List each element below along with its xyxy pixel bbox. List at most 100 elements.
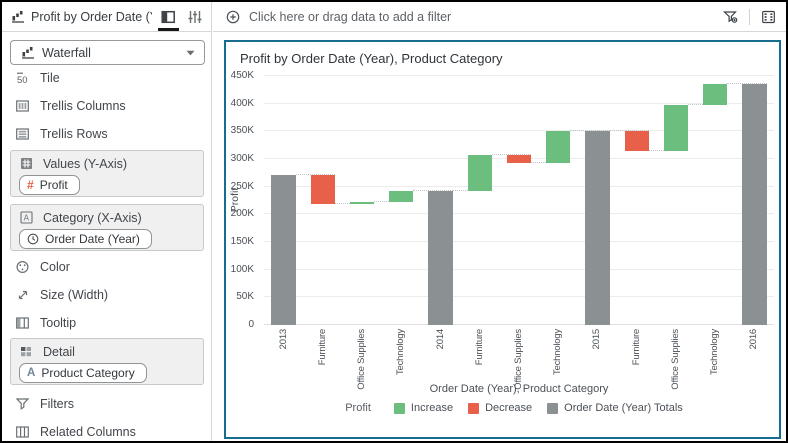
gridline	[264, 241, 774, 242]
add-filter-icon[interactable]	[225, 9, 240, 24]
waterfall-connector	[609, 130, 649, 132]
dropzone-label: Values (Y-Axis)	[43, 156, 128, 171]
waterfall-bar-increase[interactable]	[702, 83, 728, 106]
dropzone-label: Category (X-Axis)	[43, 210, 142, 225]
pill-profit[interactable]: # Profit	[19, 175, 80, 195]
plot-area	[264, 75, 774, 325]
x-axis-title: Order Date (Year), Product Category	[429, 383, 609, 395]
waterfall-bar-total[interactable]	[585, 131, 610, 325]
trellis-rows-icon	[15, 127, 30, 142]
y-tick-label: 300K	[230, 153, 254, 165]
gridline	[264, 102, 774, 104]
y-tick-label: 400K	[230, 97, 254, 109]
dataset-grid-icon[interactable]	[761, 9, 776, 24]
sidebar-item-trellis-columns[interactable]: Trellis Columns	[15, 97, 203, 115]
pill-label: Order Date (Year)	[45, 232, 140, 246]
legend-swatch-total	[547, 402, 559, 414]
pill-order-date-year[interactable]: Order Date (Year)	[19, 229, 152, 249]
legend-item[interactable]: Increase	[393, 402, 453, 414]
legend-item[interactable]: Decrease	[468, 402, 532, 414]
toolbar-divider	[749, 8, 750, 25]
waterfall-bar-total[interactable]	[428, 190, 453, 325]
chevron-down-icon	[186, 50, 195, 55]
measure-icon: #	[27, 178, 34, 192]
attribute-icon: A	[27, 367, 36, 379]
dropzone-values-y-axis[interactable]: Values (Y-Axis) # Profit	[10, 150, 204, 197]
waterfall-bar-decrease[interactable]	[506, 155, 532, 163]
tab-grammar[interactable]	[158, 2, 179, 31]
sidebar-item-size-width[interactable]: Size (Width)	[15, 286, 203, 304]
waterfall-bar-increase[interactable]	[349, 202, 375, 205]
x-tick-label: Technology	[552, 329, 564, 376]
x-tick-label: Office Supplies	[356, 329, 368, 390]
size-width-icon	[15, 288, 30, 303]
y-tick-label: 350K	[230, 125, 254, 137]
sidebar-item-tooltip[interactable]: Tooltip	[15, 314, 203, 332]
viz-title: Profit by Order Date (Year), Pr...	[31, 9, 152, 24]
color-palette-icon	[15, 260, 30, 275]
waterfall-bar-decrease[interactable]	[624, 131, 649, 151]
tile-icon: 50	[15, 71, 30, 86]
waterfall-bar-increase[interactable]	[467, 155, 492, 191]
x-tick-label: 2014	[434, 329, 446, 350]
waterfall-bar-total[interactable]	[271, 175, 296, 325]
sidebar-item-label: Trellis Columns	[40, 99, 126, 113]
gridline	[264, 185, 774, 187]
y-tick-label: 0	[248, 319, 254, 330]
chart-legend: Profit Increase Decrease Order Date (Year)…	[254, 402, 774, 414]
filter-bar[interactable]: Click here or drag data to add a filter	[213, 2, 786, 32]
grammar-panel-icon	[161, 10, 175, 23]
waterfall-bar-increase[interactable]	[546, 131, 571, 163]
waterfall-connector	[491, 154, 532, 156]
pill-label: Profit	[39, 178, 68, 192]
x-tick-label: Furniture	[316, 329, 328, 366]
filter-prompt[interactable]: Click here or drag data to add a filter	[249, 9, 452, 24]
waterfall-bar-increase[interactable]	[663, 105, 689, 151]
waterfall-bar-decrease[interactable]	[310, 175, 335, 205]
dropzone-category-x-axis[interactable]: A Category (X-Axis) Order Date (Year)	[10, 204, 204, 251]
grammar-panel: Waterfall 50 Tile Trellis Columns Trelli…	[2, 32, 212, 441]
gridline	[264, 296, 774, 298]
filter-options-icon[interactable]	[723, 9, 738, 24]
gridline	[264, 75, 774, 76]
x-axis-labels: 2013 Furniture Office Supplies Technology 20…	[264, 326, 774, 390]
y-axis-ticks: 0 50K 100K 150K 200K 250K 300K 350K 400K 450K	[226, 70, 259, 330]
y-tick-label: 150K	[230, 236, 254, 248]
sidebar-item-label: Color	[40, 260, 70, 274]
sidebar-item-related-columns[interactable]: Related Columns	[15, 423, 203, 441]
pill-product-category[interactable]: A Product Category	[19, 363, 147, 383]
waterfall-connector	[570, 130, 610, 132]
sidebar-item-trellis-rows[interactable]: Trellis Rows	[15, 125, 203, 143]
pill-label: Product Category	[41, 366, 135, 380]
tab-settings[interactable]	[185, 2, 205, 31]
sidebar-item-label: Size (Width)	[40, 288, 109, 302]
dropzone-detail[interactable]: Detail A Product Category	[10, 338, 204, 385]
sidebar-item-color[interactable]: Color	[15, 258, 203, 276]
y-tick-label: 100K	[230, 263, 254, 275]
viz-type-select[interactable]: Waterfall	[10, 40, 205, 65]
waterfall-connector	[413, 189, 453, 191]
y-tick-label: 250K	[230, 180, 254, 192]
gridline	[264, 324, 774, 325]
waterfall-bar-total[interactable]	[742, 83, 767, 325]
sidebar-item-label: Filters	[40, 397, 75, 411]
svg-text:A: A	[24, 214, 30, 223]
sidebar-item-label: Related Columns	[40, 425, 136, 439]
clock-icon	[27, 233, 39, 245]
sidebar-item-label: Tile	[40, 71, 60, 85]
legend-label: Order Date (Year) Totals	[564, 402, 683, 414]
waterfall-chart-icon	[20, 45, 35, 60]
x-tick-label: Technology	[709, 329, 721, 376]
x-tick-label: 2016	[748, 329, 760, 350]
trellis-columns-icon	[15, 99, 30, 114]
legend-item[interactable]: Order Date (Year) Totals	[547, 402, 683, 414]
filters-funnel-icon	[15, 397, 30, 412]
values-y-axis-icon	[19, 156, 34, 171]
builder-header: Profit by Order Date (Year), Pr...	[2, 2, 212, 32]
related-columns-icon	[15, 425, 30, 440]
waterfall-bar-increase[interactable]	[389, 190, 414, 203]
sidebar-item-tile[interactable]: 50 Tile	[15, 69, 203, 87]
x-tick-label: Office Supplies	[513, 329, 524, 390]
waterfall-visualization[interactable]: Profit by Order Date (Year), Product Cat…	[224, 40, 781, 439]
sidebar-item-filters[interactable]: Filters	[15, 395, 203, 413]
